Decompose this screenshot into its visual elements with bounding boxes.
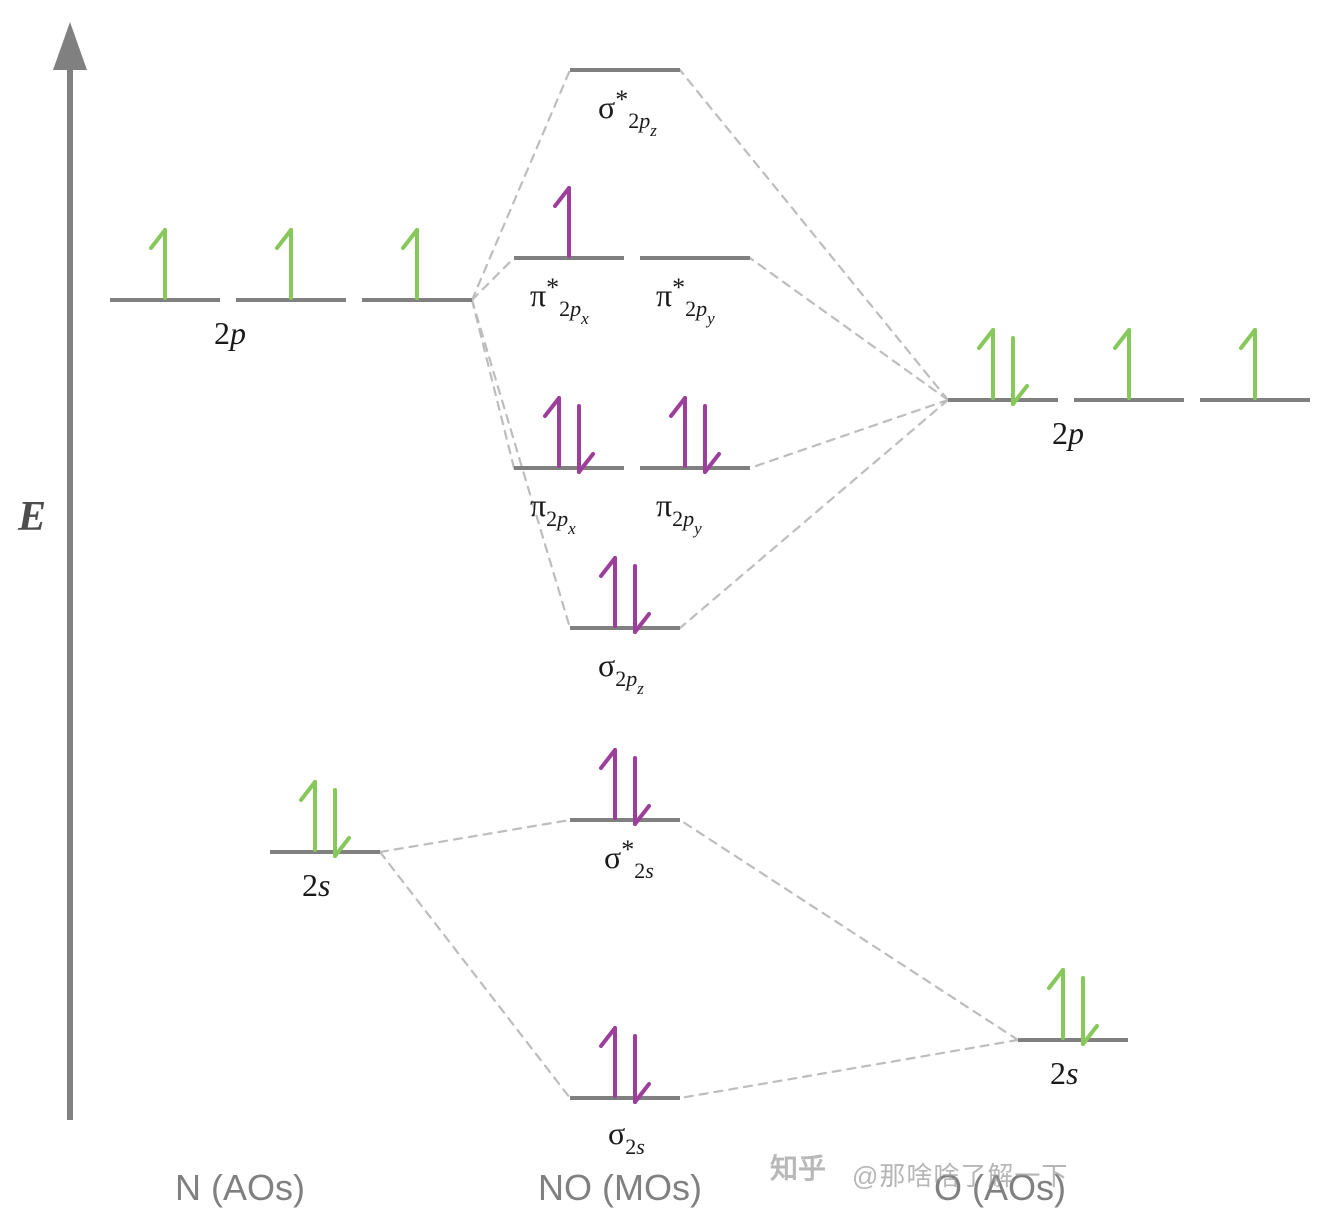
orbital-pi2p: π2px π2py bbox=[514, 398, 750, 538]
orbital-sigma2pz_star: σ*2pz bbox=[570, 70, 680, 140]
orbital-label: 2p bbox=[214, 315, 246, 351]
orbital-label: π2px bbox=[530, 487, 576, 538]
watermark-text: @那啥啥了解一下 bbox=[852, 1156, 1068, 1193]
watermark-logo: 知乎 bbox=[770, 1152, 832, 1184]
footer-label: N (AOs) bbox=[175, 1167, 305, 1208]
orbital-label: π2py bbox=[656, 487, 702, 538]
orbital-label: 2s bbox=[302, 867, 330, 903]
orbital-N_2s: 2s bbox=[270, 782, 380, 903]
energy-axis-label: E bbox=[17, 494, 46, 540]
mo-diagram: 2p 2p 2s 2s σ*2pz π*2px π*2py π2px π2py σ2pz σ*2s σ… bbox=[0, 0, 1340, 1224]
orbital-label: σ2pz bbox=[598, 647, 644, 698]
orbital-label: σ*2pz bbox=[598, 85, 657, 140]
orbital-O_2p: 2p bbox=[948, 330, 1310, 451]
orbital-label: 2s bbox=[1050, 1055, 1078, 1091]
orbital-label: 2p bbox=[1052, 415, 1084, 451]
svg-text:知乎: 知乎 bbox=[770, 1152, 826, 1184]
footer-label: NO (MOs) bbox=[538, 1167, 702, 1208]
orbital-pi2p_star: π*2px π*2py bbox=[514, 188, 750, 328]
energy-axis: E bbox=[17, 22, 87, 1120]
orbital-label: σ*2s bbox=[604, 835, 654, 883]
connectors bbox=[380, 70, 1018, 1098]
orbital-O_2s: 2s bbox=[1018, 970, 1128, 1091]
orbital-sigma2s_star: σ*2s bbox=[570, 750, 680, 883]
orbitals: 2p 2p 2s 2s σ*2pz π*2px π*2py π2px π2py σ2pz σ*2s σ… bbox=[110, 70, 1310, 1159]
orbital-label: π*2px bbox=[530, 273, 589, 328]
orbital-sigma2pz: σ2pz bbox=[570, 558, 680, 698]
orbital-label: π*2py bbox=[656, 273, 715, 328]
orbital-label: σ2s bbox=[608, 1115, 645, 1159]
orbital-N_2p: 2p bbox=[110, 230, 472, 351]
orbital-sigma2s: σ2s bbox=[570, 1028, 680, 1159]
